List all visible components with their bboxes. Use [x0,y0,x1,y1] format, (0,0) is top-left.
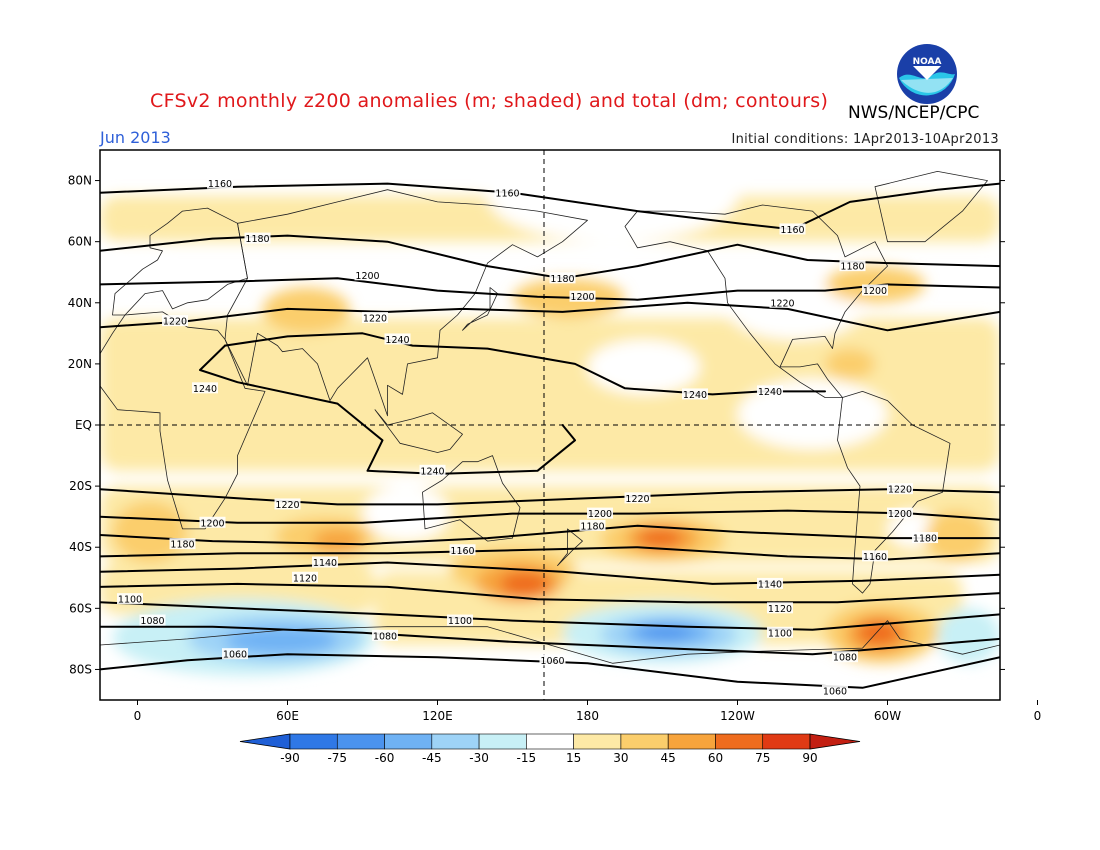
lat-tick-label: 80S [69,662,92,676]
colorbar-label: -45 [422,751,442,765]
contour-label: 1180 [550,274,574,285]
contour-labels: 1160116011601180118011801200120012001220… [117,177,938,697]
contour-label: 1240 [420,466,444,477]
lat-tick-label: EQ [75,418,92,432]
contour-label: 1200 [570,292,594,303]
colorbar-label: 15 [566,751,581,765]
contour-label: 1160 [780,225,804,236]
lat-tick-label: 20S [69,479,92,493]
anomaly-shading [100,150,1000,676]
contour-label: 1240 [385,335,409,346]
contour-label: 1240 [193,384,217,395]
contour-label: 1200 [200,518,224,529]
lat-tick-label: 40S [69,540,92,554]
colorbar-box [620,733,669,750]
contour-label: 1100 [768,628,792,639]
colorbar: -90 -75 -60 -45 -30 -15 15 30 45 60 75 90 [239,733,861,765]
contour-label: 1240 [758,387,782,398]
contour-label: 1140 [758,579,782,590]
contour-label: 1180 [913,534,937,545]
lon-tick-label: 0 [1034,709,1042,723]
contour-label: 1080 [833,653,857,664]
colorbar-box [431,733,480,750]
noaa-logo: NOAA [897,44,957,104]
contour-label: 1120 [768,604,792,615]
contour-label: 1160 [208,179,232,190]
colorbar-box [715,733,764,750]
lon-tick-label: 120W [720,709,755,723]
coastlines [100,171,1000,664]
contour-label: 1220 [888,485,912,496]
colorbar-box [526,733,574,750]
contour-label: 1160 [450,546,474,557]
contour-label: 1100 [118,595,142,606]
colorbar-label: 45 [661,751,676,765]
lon-tick-label: 180 [576,709,599,723]
contour-label: 1060 [823,686,847,697]
colorbar-box [762,733,811,750]
contour-label: 1160 [495,188,519,199]
lat-tick-label: 40N [68,296,92,310]
contour-label: 1120 [293,573,317,584]
contour-label: 1180 [245,234,269,245]
contour-label: 1200 [888,509,912,520]
colorbar-label: -90 [280,751,300,765]
contour-label: 1220 [275,500,299,511]
contour-label: 1200 [863,286,887,297]
contour-label: 1200 [355,271,379,282]
contour-label: 1200 [588,509,612,520]
contour-label: 1220 [363,314,387,325]
lat-tick-label: 60S [69,601,92,615]
contour-label: 1220 [770,298,794,309]
contour-label: 1220 [163,317,187,328]
lat-tick-label: 20N [68,357,92,371]
map-axes: 80N 60N 40N 20N EQ 20S 40S 60S 80S 0 60E 120E 180 120… [68,174,1042,723]
colorbar-label: 75 [755,751,770,765]
colorbar-label: 90 [802,751,817,765]
agency-label: NWS/NCEP/CPC [848,103,980,123]
colorbar-arrow-right [809,733,861,750]
colorbar-box [667,733,716,750]
colorbar-label: -75 [327,751,347,765]
colorbar-arrow-left [239,733,291,750]
month-label: Jun 2013 [100,128,171,147]
contour-label: 1060 [540,656,564,667]
colorbar-box [573,733,622,750]
colorbar-label: -60 [375,751,395,765]
contour-label: 1100 [448,616,472,627]
contour-label: 1140 [313,558,337,569]
lon-tick-label: 60W [874,709,901,723]
noaa-logo-text: NOAA [913,57,942,67]
initial-conditions-label: Initial conditions: 1Apr2013-10Apr2013 [731,132,999,147]
lon-tick-label: 0 [134,709,142,723]
lon-tick-label: 120E [422,709,453,723]
contour-label: 1180 [840,262,864,273]
contour-label: 1220 [625,494,649,505]
lat-tick-label: 60N [68,235,92,249]
contour-label: 1080 [140,616,164,627]
colorbar-label: -15 [517,751,537,765]
colorbar-box [384,733,433,750]
colorbar-box [336,733,385,750]
colorbar-box [478,733,527,750]
contour-label: 1160 [863,552,887,563]
colorbar-box [289,733,338,750]
lat-tick-label: 80N [68,174,92,188]
colorbar-label: 30 [613,751,628,765]
contour-label: 1180 [580,521,604,532]
contour-label: 1240 [683,390,707,401]
colorbar-label: 60 [708,751,723,765]
contour-label: 1180 [170,540,194,551]
lon-tick-label: 60E [276,709,299,723]
colorbar-label: -30 [469,751,489,765]
contour-label: 1060 [223,650,247,661]
contour-label: 1080 [373,631,397,642]
chart-title: CFSv2 monthly z200 anomalies (m; shaded)… [150,90,829,112]
